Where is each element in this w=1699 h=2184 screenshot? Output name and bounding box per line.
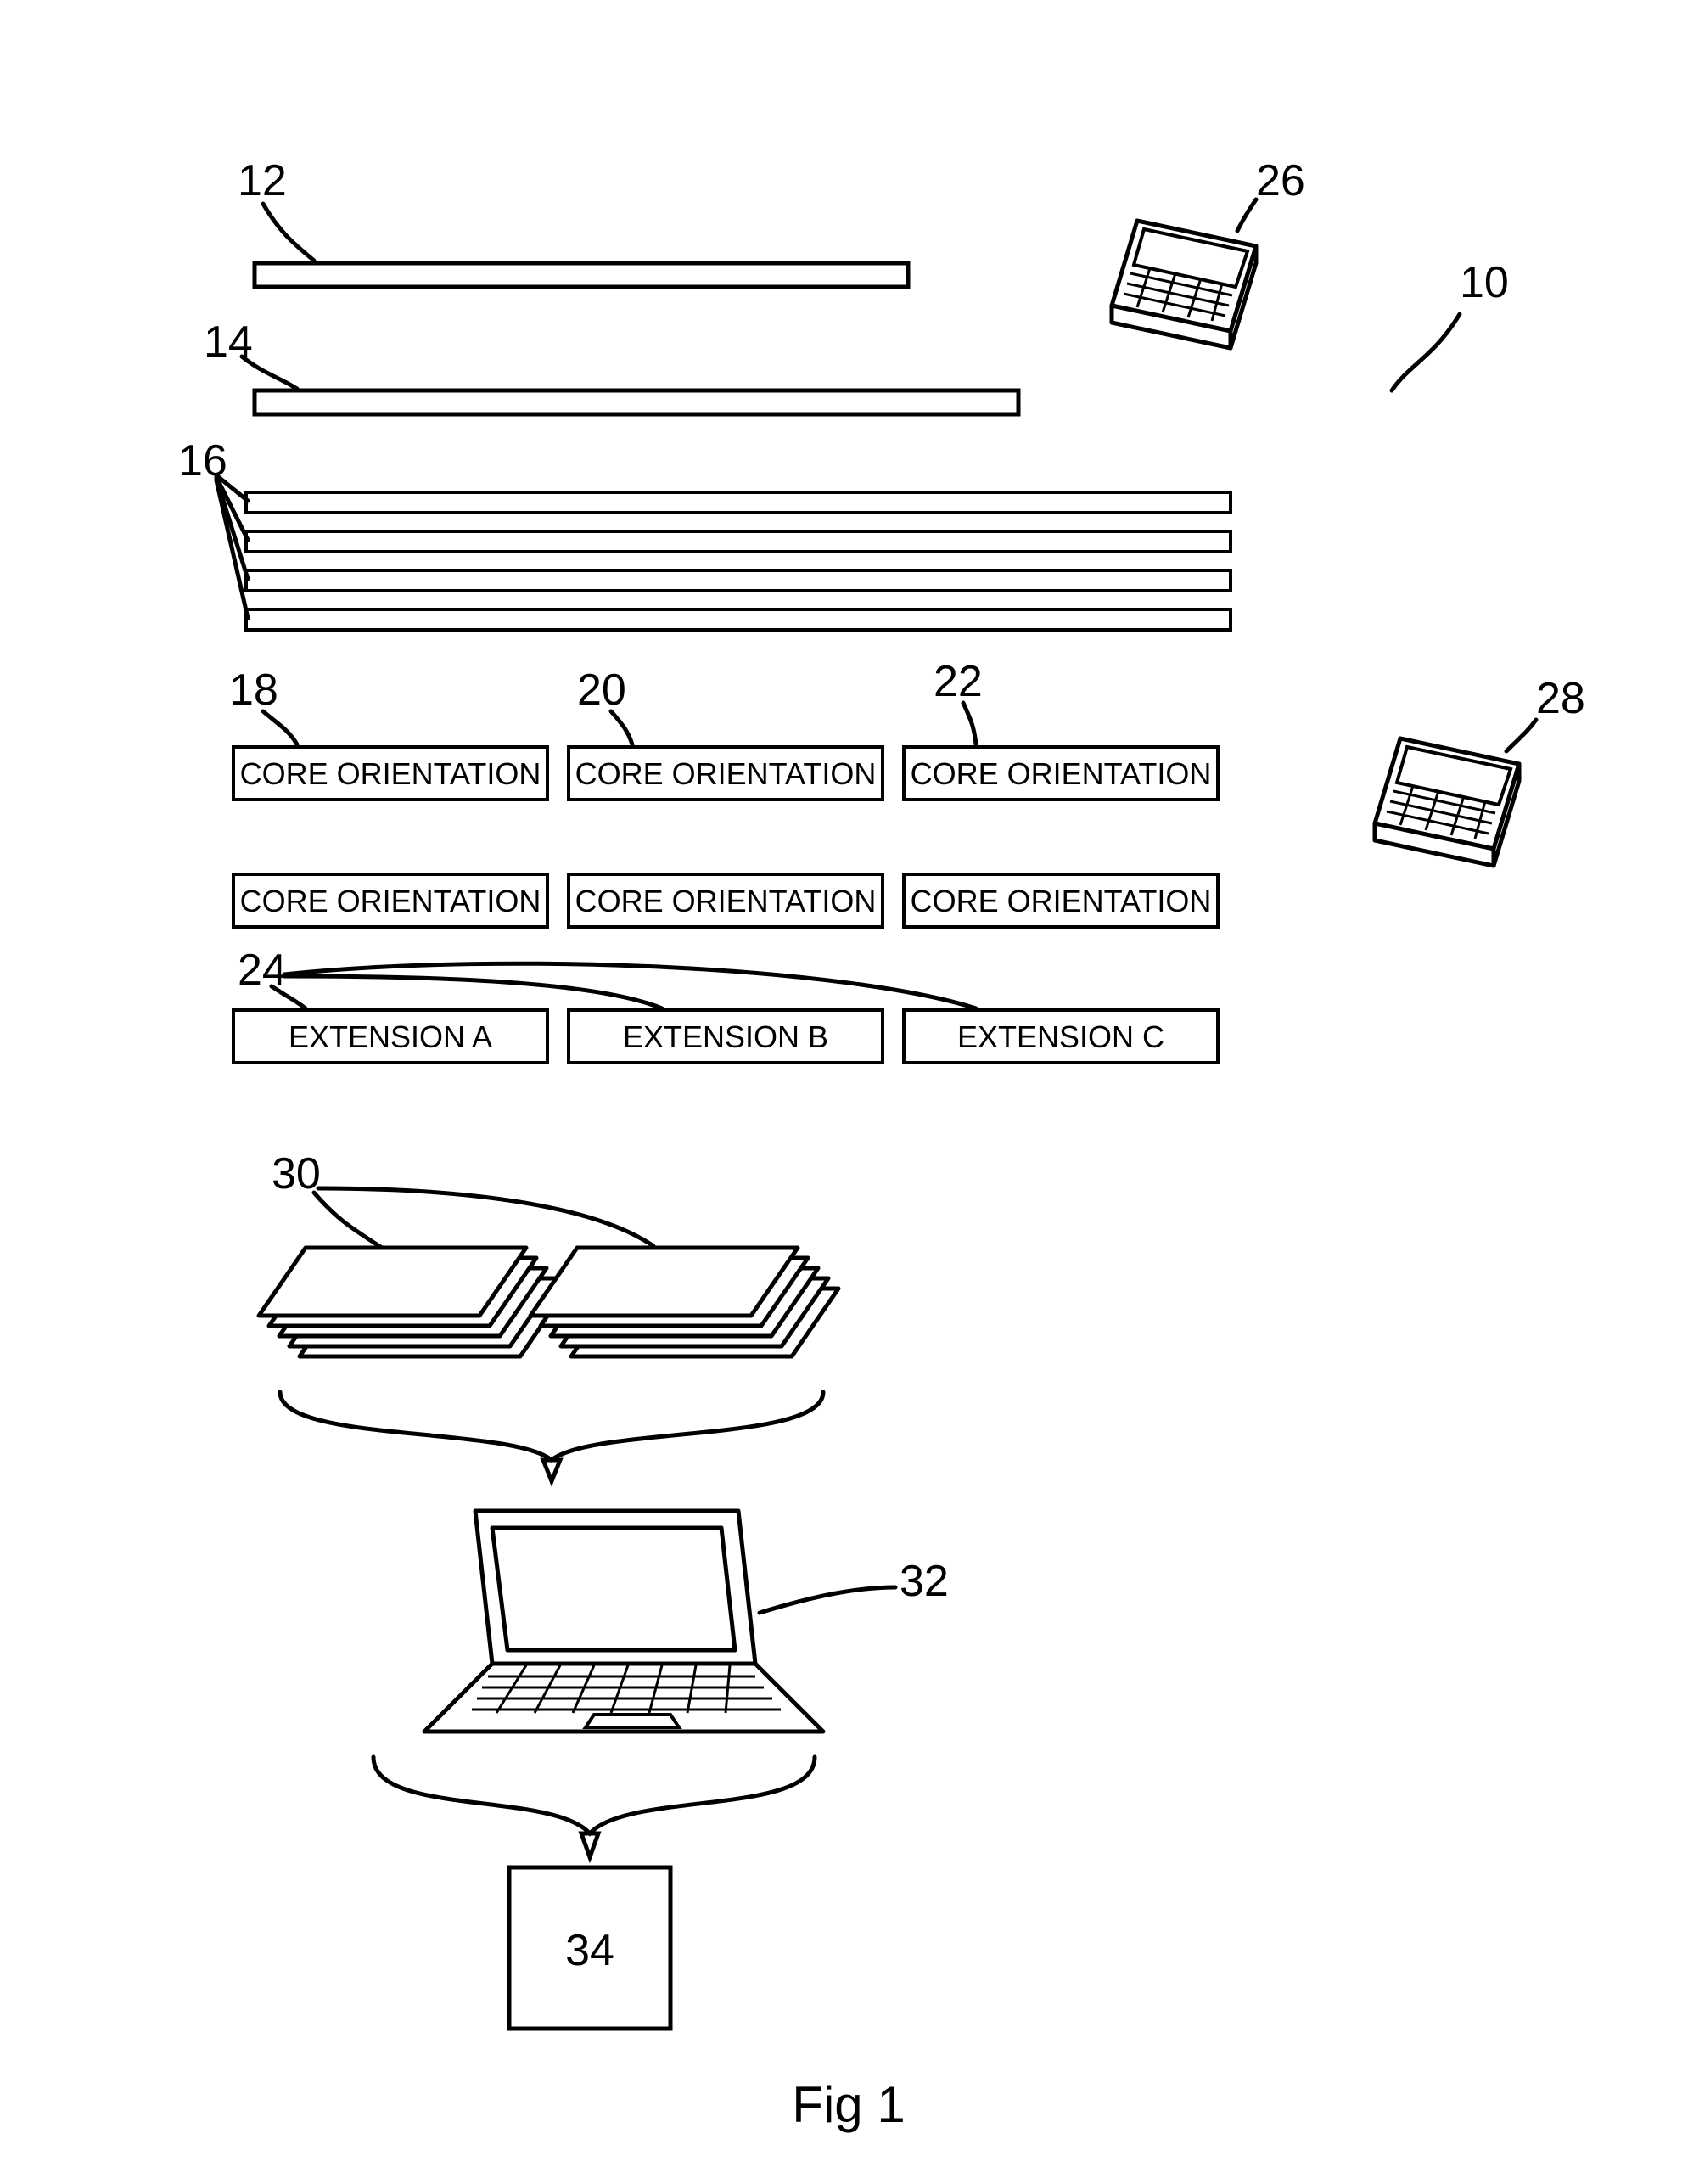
ref-24: 24: [238, 946, 287, 995]
extension-box-b: EXTENSION B: [569, 1010, 883, 1063]
svg-text:CORE ORIENTATION: CORE ORIENTATION: [575, 884, 877, 918]
paper-stack-1: [259, 1248, 567, 1356]
ref-20: 20: [577, 665, 626, 715]
core-box-row2-a: CORE ORIENTATION: [233, 874, 547, 927]
brace-laptop: [373, 1757, 815, 1833]
core-box-22: CORE ORIENTATION: [904, 747, 1218, 800]
leader-24a: [272, 986, 306, 1008]
leader-24b: [284, 976, 662, 1008]
core-box-20-label: CORE ORIENTATION: [575, 756, 877, 791]
ref-32: 32: [900, 1557, 949, 1606]
leader-28: [1506, 720, 1536, 751]
core-box-row2-b: CORE ORIENTATION: [569, 874, 883, 927]
core-box-20: CORE ORIENTATION: [569, 747, 883, 800]
bar-group-16: [246, 492, 1231, 630]
ref-10: 10: [1460, 258, 1509, 307]
ref-12: 12: [238, 156, 287, 205]
svg-text:CORE ORIENTATION: CORE ORIENTATION: [911, 884, 1212, 918]
core-box-22-label: CORE ORIENTATION: [911, 756, 1212, 791]
leader-16d: [216, 480, 248, 618]
leader-10: [1392, 314, 1460, 390]
core-box-row2-c: CORE ORIENTATION: [904, 874, 1218, 927]
leader-20: [611, 711, 632, 744]
core-box-18: CORE ORIENTATION: [233, 747, 547, 800]
ref-22: 22: [934, 657, 983, 706]
bar-14: [255, 390, 1018, 414]
ref-18: 18: [229, 665, 278, 715]
extension-box-a: EXTENSION A: [233, 1010, 547, 1063]
leader-12: [263, 204, 314, 261]
leader-32: [760, 1587, 895, 1613]
leader-18: [263, 711, 297, 744]
laptop-icon: [424, 1511, 823, 1732]
brace-papers: [280, 1392, 823, 1460]
ref-26: 26: [1256, 156, 1305, 205]
bar-12: [255, 263, 908, 287]
svg-text:EXTENSION C: EXTENSION C: [957, 1019, 1164, 1054]
output-box: 34: [509, 1867, 670, 2029]
ref-34: 34: [565, 1926, 614, 1975]
paper-stack-2: [530, 1248, 838, 1356]
figure-caption: Fig 1: [792, 2076, 905, 2133]
brace-laptop-tip: [581, 1833, 598, 1857]
leader-26: [1237, 199, 1256, 231]
leader-22: [963, 703, 976, 744]
svg-text:CORE ORIENTATION: CORE ORIENTATION: [240, 884, 541, 918]
leader-24c: [284, 963, 976, 1008]
core-box-18-label: CORE ORIENTATION: [240, 756, 541, 791]
handheld-28: [1375, 738, 1519, 866]
leader-14: [242, 357, 297, 389]
svg-text:EXTENSION A: EXTENSION A: [289, 1019, 492, 1054]
handheld-26: [1112, 221, 1256, 348]
leader-30a: [314, 1193, 382, 1248]
extension-box-c: EXTENSION C: [904, 1010, 1218, 1063]
svg-text:EXTENSION B: EXTENSION B: [623, 1019, 828, 1054]
ref-28: 28: [1536, 674, 1585, 723]
brace-papers-tip: [543, 1460, 560, 1481]
